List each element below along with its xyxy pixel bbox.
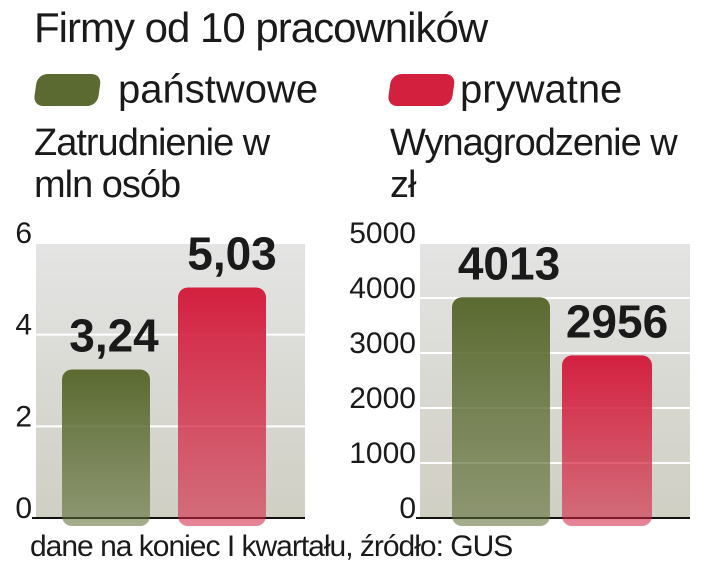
bar	[452, 297, 550, 526]
legend-swatch	[34, 74, 101, 106]
y-tick-label: 3000	[349, 327, 416, 360]
y-tick-label: 4	[15, 309, 32, 342]
source: dane na koniec I kwartału, źródło: GUS	[30, 530, 513, 563]
chart-title: Zatrudnienie w mln osób	[34, 122, 270, 206]
y-tick-label: 6	[15, 217, 32, 250]
y-tick-label: 0	[399, 492, 416, 525]
y-tick-label: 1000	[349, 437, 416, 470]
bar	[178, 287, 266, 526]
y-tick-label: 0	[15, 492, 32, 525]
value-label: 4013	[458, 237, 560, 289]
value-label: 3,24	[69, 310, 159, 362]
legend-label: państwowe	[118, 68, 318, 112]
value-label: 2956	[566, 296, 668, 348]
title: Firmy od 10 pracowników	[34, 4, 488, 51]
y-tick-label: 5000	[349, 217, 416, 250]
y-tick-label: 2000	[349, 382, 416, 415]
chart-title: Wynagrodzenie w zł	[390, 122, 678, 206]
legend-swatch	[388, 74, 455, 106]
bar	[562, 355, 652, 526]
y-tick-label: 4000	[349, 272, 416, 305]
y-tick-label: 2	[15, 400, 32, 433]
value-label: 5,03	[187, 228, 277, 280]
legend-label: prywatne	[460, 68, 622, 112]
bar	[62, 369, 150, 526]
